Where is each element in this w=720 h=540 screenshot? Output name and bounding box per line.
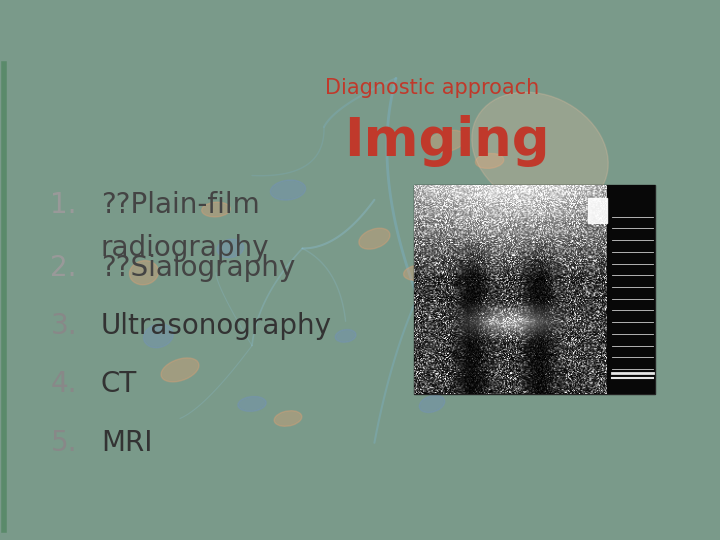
- Text: CT: CT: [101, 370, 137, 399]
- Ellipse shape: [503, 213, 534, 235]
- Text: 3.: 3.: [50, 312, 77, 340]
- Ellipse shape: [472, 92, 608, 210]
- Ellipse shape: [426, 130, 467, 153]
- Text: 1.: 1.: [50, 191, 77, 219]
- Text: Diagnostic approach: Diagnostic approach: [325, 78, 539, 98]
- Ellipse shape: [359, 228, 390, 249]
- Text: 2.: 2.: [50, 254, 77, 282]
- Ellipse shape: [404, 265, 431, 280]
- Text: ??Plain-film: ??Plain-film: [101, 191, 259, 219]
- Text: MRI: MRI: [101, 429, 153, 457]
- Ellipse shape: [130, 261, 158, 285]
- Text: 4.: 4.: [50, 370, 77, 399]
- Ellipse shape: [336, 329, 356, 342]
- Ellipse shape: [419, 395, 445, 413]
- Ellipse shape: [492, 265, 516, 280]
- Ellipse shape: [143, 324, 174, 348]
- Text: ??Sialography: ??Sialography: [101, 254, 295, 282]
- Ellipse shape: [202, 202, 230, 217]
- Ellipse shape: [475, 153, 504, 168]
- Text: Ultrasonography: Ultrasonography: [101, 312, 332, 340]
- Text: Imging: Imging: [343, 116, 549, 167]
- Ellipse shape: [238, 396, 266, 411]
- FancyBboxPatch shape: [414, 185, 655, 394]
- FancyBboxPatch shape: [588, 198, 607, 223]
- Ellipse shape: [271, 180, 305, 200]
- Text: 5.: 5.: [50, 429, 77, 457]
- Ellipse shape: [217, 239, 244, 258]
- Ellipse shape: [161, 358, 199, 382]
- Ellipse shape: [274, 411, 302, 426]
- Text: radiography: radiography: [101, 234, 269, 262]
- FancyBboxPatch shape: [607, 185, 655, 394]
